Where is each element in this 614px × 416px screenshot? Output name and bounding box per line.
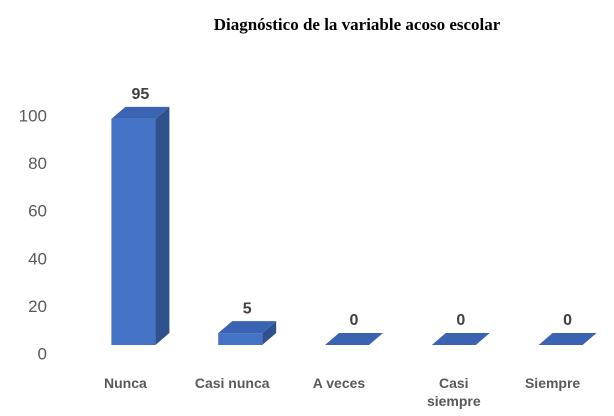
- data-label: 5: [243, 300, 252, 317]
- x-tick-label: Casi siempre: [426, 375, 481, 409]
- data-label: 0: [563, 312, 572, 329]
- x-tick-label: Casi nunca: [194, 375, 270, 391]
- y-tick-label: 20: [28, 297, 47, 316]
- y-tick-label: 40: [28, 249, 47, 268]
- x-tick-label: Siempre: [524, 375, 581, 391]
- x-tick-label: A veces: [312, 375, 366, 391]
- bar-front: [218, 333, 263, 345]
- bar: [538, 333, 597, 345]
- data-label: 0: [456, 312, 465, 329]
- bar-top: [218, 321, 277, 334]
- bar-top: [325, 333, 383, 345]
- bar-side: [262, 321, 277, 345]
- bar-top: [431, 333, 490, 345]
- bar: [111, 106, 170, 346]
- bar: [431, 333, 490, 345]
- bar: [218, 321, 277, 345]
- data-label: 0: [350, 312, 359, 329]
- y-tick-label: 60: [28, 202, 47, 221]
- bar-front: [111, 118, 156, 346]
- data-label: 95: [132, 86, 150, 103]
- chart-title: Diagnóstico de la variable acoso escolar: [214, 15, 501, 34]
- y-tick-label: 100: [19, 106, 47, 125]
- bar: [325, 333, 383, 345]
- x-tick-label: Nunca: [103, 375, 147, 391]
- y-tick-label: 80: [28, 154, 47, 173]
- y-tick-label: 0: [38, 344, 47, 363]
- bar-top: [111, 106, 170, 119]
- bar-top: [538, 333, 597, 345]
- bar-side: [155, 106, 170, 346]
